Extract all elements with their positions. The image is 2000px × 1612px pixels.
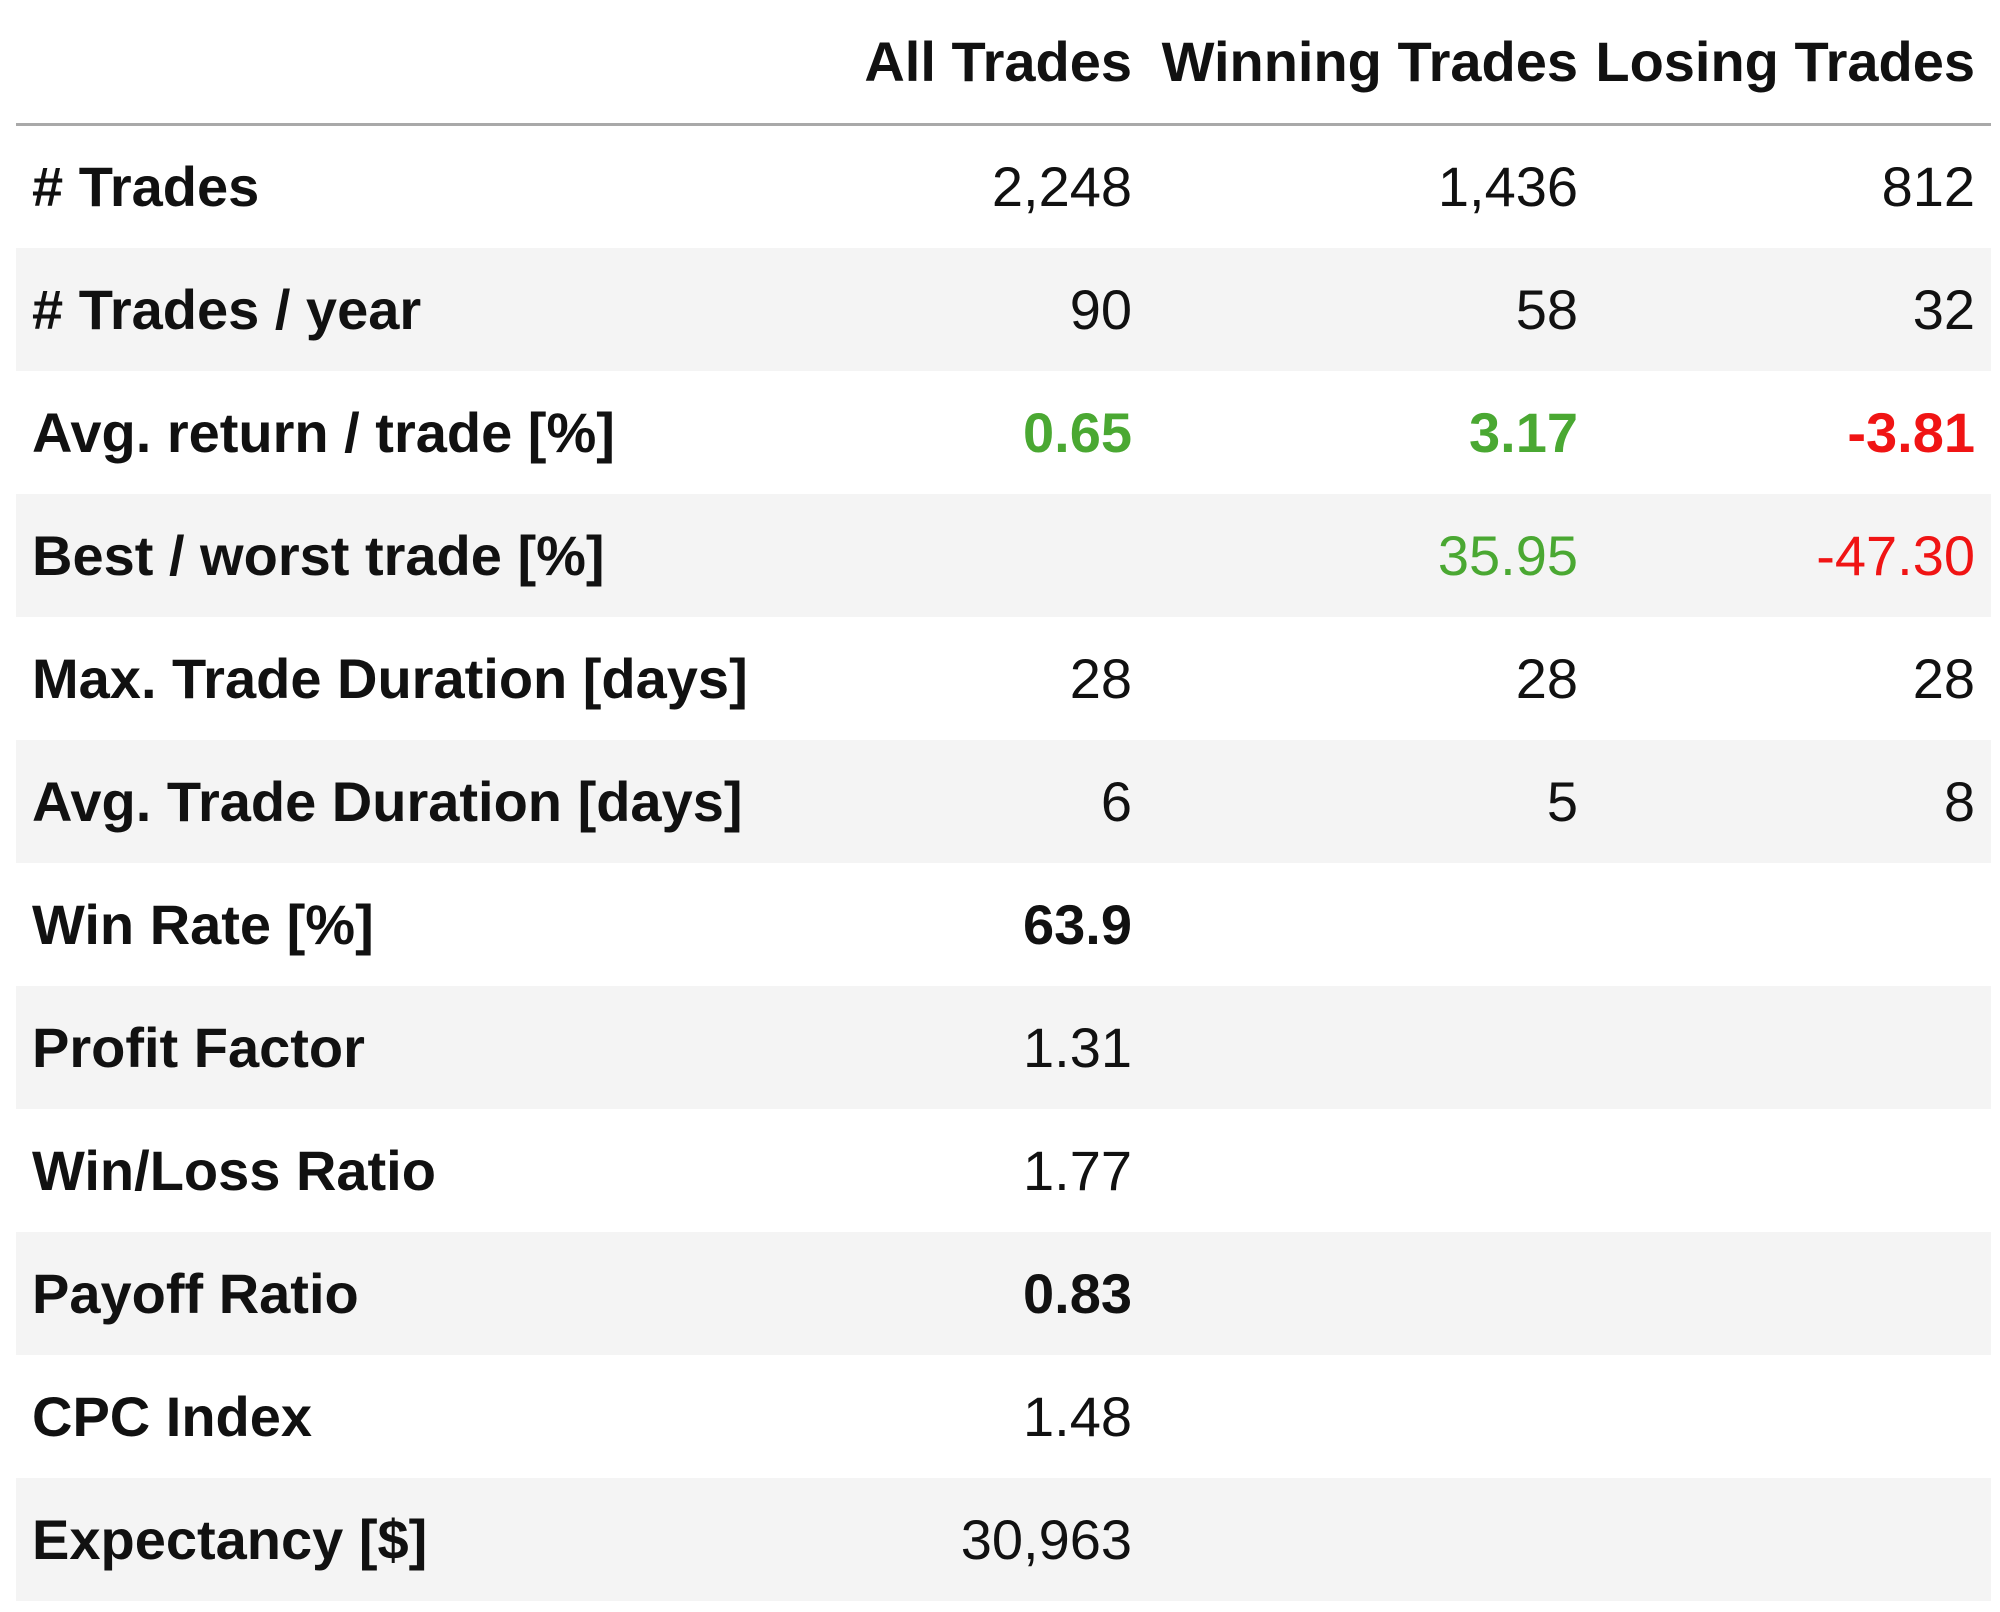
header-all-trades: All Trades: [832, 0, 1148, 126]
cell-losing-trades: -3.81: [1847, 400, 1975, 464]
cell-winning-trades: [1148, 1478, 1594, 1601]
table-row: Win/Loss Ratio 1.77: [16, 1109, 1991, 1232]
cell-all-trades: 63.9: [1023, 892, 1132, 956]
table-row: Avg. return / trade [%] 0.65 3.17 -3.81: [16, 371, 1991, 494]
cell-winning-trades: 58: [1515, 277, 1578, 341]
cell-all-trades: 2,248: [991, 155, 1132, 219]
table-row: Expectancy [$] 30,963: [16, 1477, 1991, 1601]
row-label: Profit Factor: [32, 1015, 365, 1079]
table-row: CPC Index 1.48: [16, 1355, 1991, 1478]
cell-all-trades: 1.77: [1023, 1138, 1132, 1202]
cell-losing-trades: 8: [1943, 769, 1975, 833]
table-row: Payoff Ratio 0.83: [16, 1231, 1991, 1355]
cell-all-trades: 0.65: [1023, 400, 1132, 464]
cell-winning-trades: [1148, 986, 1594, 1109]
cell-all-trades: 90: [1069, 277, 1132, 341]
table-row: Best / worst trade [%] 35.95 -47.30: [16, 493, 1991, 617]
cell-winning-trades: 5: [1546, 769, 1578, 833]
cell-losing-trades: [1594, 1109, 1991, 1232]
row-label: Max. Trade Duration [days]: [32, 646, 748, 710]
row-label: CPC Index: [32, 1384, 313, 1448]
cell-all-trades: 1.31: [1023, 1015, 1132, 1079]
header-blank: [16, 0, 832, 126]
cell-winning-trades: [1148, 1232, 1594, 1355]
row-label: Avg. return / trade [%]: [32, 400, 615, 464]
row-label: # Trades: [32, 155, 260, 219]
table-row: # Trades / year 90 58 32: [16, 247, 1991, 371]
cell-all-trades: 0.83: [1023, 1261, 1132, 1325]
table-row: Max. Trade Duration [days] 28 28 28: [16, 617, 1991, 740]
cell-winning-trades: 1,436: [1437, 155, 1578, 219]
table-body: # Trades 2,248 1,436 812 # Trades / year…: [16, 125, 1991, 1601]
cell-winning-trades: 35.95: [1437, 523, 1578, 587]
cell-winning-trades: [1148, 1109, 1594, 1232]
cell-all-trades: 6: [1100, 769, 1132, 833]
cell-losing-trades: 32: [1912, 277, 1975, 341]
row-label: Best / worst trade [%]: [32, 523, 605, 587]
cell-losing-trades: [1594, 1478, 1991, 1601]
cell-losing-trades: -47.30: [1816, 523, 1975, 587]
row-label: # Trades / year: [32, 277, 422, 341]
row-label: Avg. Trade Duration [days]: [32, 769, 743, 833]
table-row: Profit Factor 1.31: [16, 985, 1991, 1109]
cell-losing-trades: [1594, 1232, 1991, 1355]
cell-all-trades: [832, 494, 1148, 617]
cell-all-trades: 28: [1069, 646, 1132, 710]
table-row: # Trades 2,248 1,436 812: [16, 125, 1991, 248]
cell-all-trades: 30,963: [960, 1507, 1132, 1571]
cell-winning-trades: 3.17: [1469, 400, 1578, 464]
cell-losing-trades: 28: [1912, 646, 1975, 710]
cell-winning-trades: [1148, 863, 1594, 986]
header-winning-trades: Winning Trades: [1148, 0, 1594, 126]
cell-losing-trades: [1594, 863, 1991, 986]
header-losing-trades: Losing Trades: [1594, 0, 1991, 126]
cell-losing-trades: [1594, 1355, 1991, 1478]
table-row: Win Rate [%] 63.9: [16, 863, 1991, 986]
table-row: Avg. Trade Duration [days] 6 5 8: [16, 739, 1991, 863]
trade-statistics-table: All Trades Winning Trades Losing Trades …: [16, 0, 1991, 1601]
cell-losing-trades: [1594, 986, 1991, 1109]
row-label: Expectancy [$]: [32, 1507, 428, 1571]
cell-all-trades: 1.48: [1023, 1384, 1132, 1448]
cell-losing-trades: 812: [1881, 155, 1975, 219]
row-label: Payoff Ratio: [32, 1261, 359, 1325]
table-header: All Trades Winning Trades Losing Trades: [16, 0, 1991, 126]
row-label: Win/Loss Ratio: [32, 1138, 436, 1202]
cell-winning-trades: [1148, 1355, 1594, 1478]
cell-winning-trades: 28: [1515, 646, 1578, 710]
header-row: All Trades Winning Trades Losing Trades: [16, 0, 1991, 126]
row-label: Win Rate [%]: [32, 892, 374, 956]
